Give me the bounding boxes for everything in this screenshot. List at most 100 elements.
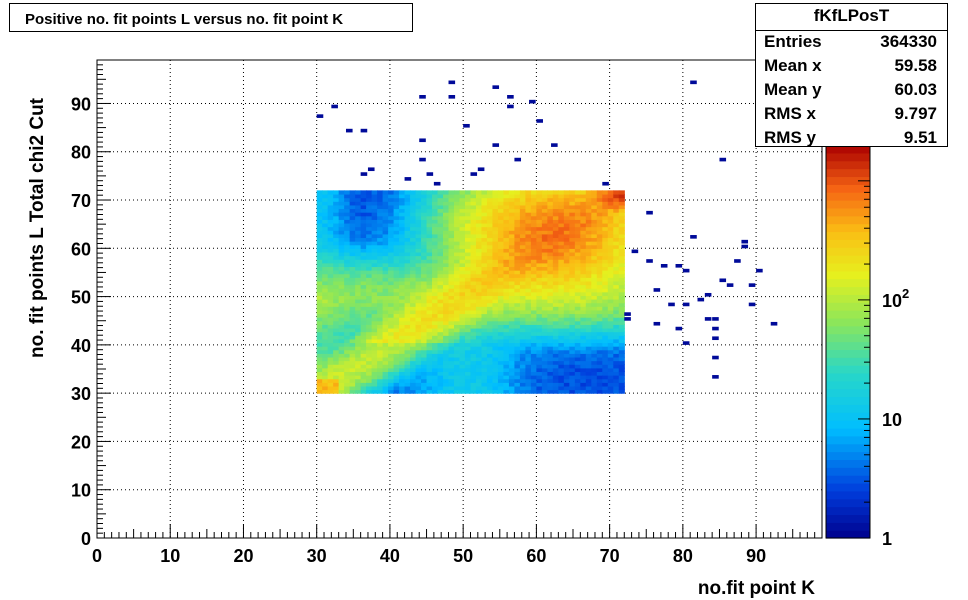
heatmap-cell: [437, 364, 444, 369]
heatmap-cell: [558, 360, 565, 365]
heatmap-cell: [382, 284, 389, 289]
heatmap-cell: [574, 197, 581, 202]
heatmap-cell: [426, 212, 433, 217]
heatmap-cell: [585, 306, 592, 311]
heatmap-cell: [459, 389, 466, 394]
heatmap-cell: [481, 230, 488, 235]
heatmap-cell: [371, 273, 378, 278]
heatmap-cell: [613, 215, 620, 220]
heatmap-cell: [448, 219, 455, 224]
heatmap-cell: [421, 280, 428, 286]
heatmap-cell: [426, 335, 433, 340]
heatmap-cell: [596, 288, 603, 293]
heatmap-cell: [388, 291, 395, 296]
heatmap-cell: [421, 295, 428, 300]
color-scale-band: [826, 215, 870, 225]
heatmap-cell: [497, 385, 505, 391]
heatmap-cell: [454, 375, 461, 380]
heatmap-cell: [399, 262, 406, 268]
heatmap-cell: [421, 317, 428, 322]
heatmap-cell: [530, 273, 537, 278]
heatmap-cell: [552, 349, 559, 354]
heatmap-cell: [393, 320, 400, 325]
heatmap-cell: [410, 320, 417, 325]
heatmap-cell: [525, 317, 532, 322]
heatmap-cell: [459, 317, 466, 322]
heatmap-cell: [547, 360, 554, 365]
heatmap-cell: [569, 335, 576, 340]
heatmap-cell: [519, 273, 527, 278]
heatmap-cell: [464, 212, 472, 217]
heatmap-cell: [486, 219, 494, 224]
heatmap-cell: [344, 385, 351, 391]
heatmap-cell: [602, 375, 609, 380]
heatmap-cell: [382, 233, 389, 239]
heatmap-cell: [574, 299, 581, 304]
heatmap-cell: [432, 262, 439, 268]
heatmap-cell: [519, 266, 527, 271]
heatmap-cell: [574, 266, 581, 271]
heatmap-cell: [322, 335, 329, 340]
heatmap-cell: [371, 259, 378, 264]
heatmap-cell: [574, 367, 581, 373]
heatmap-cell: [459, 204, 466, 210]
heatmap-cell: [377, 222, 384, 228]
color-scale-band: [826, 482, 870, 492]
heatmap-cell: [316, 324, 323, 329]
heatmap-cell: [613, 255, 620, 260]
heatmap-cell: [464, 193, 472, 199]
heatmap-cell: [569, 270, 576, 275]
heatmap-cell: [591, 201, 598, 206]
heatmap-cell: [377, 317, 384, 322]
heatmap-cell: [508, 230, 516, 235]
heatmap-cell: [547, 320, 554, 325]
heatmap-cell: [404, 197, 411, 202]
heatmap-cell: [322, 317, 329, 322]
heatmap-cell: [448, 226, 455, 231]
heatmap-cell: [530, 230, 537, 235]
heatmap-cell: [563, 299, 570, 304]
heatmap-cell: [448, 299, 455, 304]
heatmap-cell: [470, 273, 477, 278]
heatmap-cell: [607, 320, 614, 325]
heatmap-cell: [497, 197, 505, 202]
heatmap-cell: [421, 288, 428, 293]
heatmap-cell: [481, 280, 488, 286]
heatmap-cell: [464, 309, 472, 315]
heatmap-cell: [415, 385, 422, 391]
heatmap-cell: [547, 389, 554, 394]
heatmap-cell: [432, 226, 439, 231]
heatmap-cell: [393, 353, 400, 358]
heatmap-cell: [574, 342, 581, 347]
heatmap-cell: [421, 327, 428, 333]
heatmap-cell: [536, 215, 543, 220]
heatmap-cell: [333, 197, 340, 202]
heatmap-cell: [558, 371, 565, 376]
heatmap-cell: [349, 382, 356, 387]
heatmap-cell: [327, 237, 334, 242]
heatmap-cell: [541, 375, 548, 380]
heatmap-cell: [388, 299, 395, 304]
heatmap-cell: [503, 255, 510, 260]
heatmap-cell: [349, 364, 356, 369]
heatmap-cell: [519, 241, 527, 246]
heatmap-cell: [344, 346, 351, 351]
heatmap-cell: [569, 284, 576, 289]
heatmap-cell: [552, 212, 559, 217]
heatmap-cell: [547, 295, 554, 300]
heatmap-cell: [437, 378, 444, 383]
heatmap-cell: [432, 222, 439, 228]
heatmap-cell: [360, 212, 367, 217]
heatmap-cell: [371, 317, 378, 322]
heatmap-cell: [410, 208, 417, 213]
heatmap-cell: [316, 375, 323, 380]
heatmap-cell: [552, 324, 559, 329]
heatmap-cell: [563, 360, 570, 365]
heatmap-cell: [486, 385, 494, 391]
heatmap-cell: [426, 251, 433, 257]
heatmap-cell: [530, 295, 537, 300]
heatmap-cell: [607, 190, 614, 195]
heatmap-cell: [366, 251, 373, 257]
heatmap-cell: [492, 317, 499, 322]
heatmap-cell: [377, 244, 384, 249]
